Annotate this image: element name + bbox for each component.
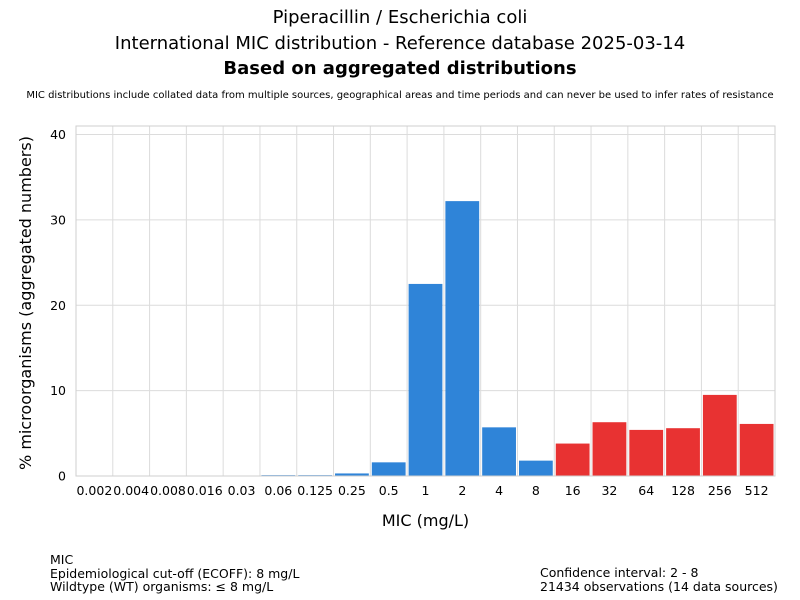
x-tick-label: 0.008 [150,483,186,498]
footer-left-line: Wildtype (WT) organisms: ≤ 8 mg/L [50,579,274,594]
bar-0.5 [371,462,406,476]
y-tick-labels: 0 10 20 30 40 [50,127,66,483]
y-axis-label: % microorganisms (aggregated numbers) [16,136,35,470]
x-axis-label: MIC (mg/L) [382,511,469,530]
bar-2 [445,201,480,476]
footer-right-line: Confidence interval: 2 - 8 [540,565,699,580]
bar-16 [555,443,590,476]
y-tick-label: 30 [50,212,66,227]
footer-left-line: Epidemiological cut-off (ECOFF): 8 mg/L [50,565,300,581]
plot-frame [75,125,776,477]
bar-1 [408,283,443,476]
x-tick-label: 0.03 [228,483,256,498]
x-tick-label: 0.004 [113,483,149,498]
x-tick-label: 4 [495,483,503,498]
y-tick-label: 40 [50,127,66,142]
x-tick-label: 16 [565,483,581,498]
bar-4 [482,427,516,476]
chart-title-line-1: Piperacillin / Escherichia coli [272,7,528,28]
footer-ecoff-info: MIC Epidemiological cut-off (ECOFF): 8 m… [50,553,299,594]
x-tick-label: 0.5 [379,483,399,498]
x-tick-label: 8 [532,483,540,498]
x-tick-label: 0.016 [187,483,223,498]
footer-observation-info: Confidence interval: 2 - 8 21434 observa… [540,566,778,593]
bar-8 [518,460,553,476]
chart-title-line-2: International MIC distribution - Referen… [114,33,686,54]
x-tick-label: 1 [422,483,430,498]
bar-32 [592,422,627,476]
x-tick-label: 256 [708,483,732,498]
x-tick-label: 64 [638,483,654,498]
x-tick-labels: 0.002 0.004 0.008 0.016 0.03 0.06 0.125 0.25 0.5… [76,483,768,498]
bar-128 [666,428,700,476]
x-tick-label: 0.25 [338,483,366,498]
y-tick-label: 20 [50,298,66,313]
chart-title-line-3: Based on aggregated distributions [223,58,577,79]
x-tick-label: 128 [671,483,695,498]
bars [261,201,774,476]
x-tick-label: 0.002 [76,483,112,498]
x-tick-label: 512 [745,483,769,498]
bar-64 [629,429,664,476]
footer-right-line: 21434 observations (14 data sources) [540,578,778,594]
x-tick-label: 0.125 [297,483,333,498]
x-tick-label: 32 [601,483,617,498]
x-tick-label: 0.06 [264,483,292,498]
bar-512 [739,423,774,476]
chart-disclaimer-note: MIC distributions include collated data … [26,90,774,101]
y-tick-label: 0 [58,469,66,484]
bar-0.25 [335,473,369,476]
y-tick-label: 10 [50,383,66,398]
x-tick-label: 2 [458,483,466,498]
footer-left-line: MIC [50,552,74,567]
bar-256 [702,394,737,476]
